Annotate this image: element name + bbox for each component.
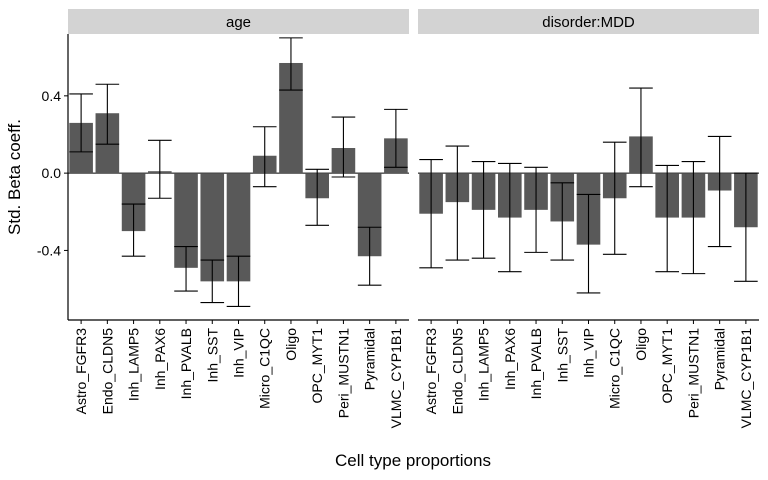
x-tick-label: VLMC_CYP1B1 xyxy=(388,328,404,429)
x-tick-label: Inh_VIP xyxy=(231,328,247,378)
x-tick-label: OPC_MYT1 xyxy=(309,328,325,404)
facet-strip-label: disorder:MDD xyxy=(542,14,635,31)
x-tick-label: Inh_PVALB xyxy=(528,328,544,399)
x-axis-label: Cell type proportions xyxy=(335,451,491,470)
x-tick-label: Oligo xyxy=(283,328,299,361)
facet-strip-label: age xyxy=(226,14,251,31)
y-tick-label: -0.4 xyxy=(37,242,61,258)
x-tick-label: Inh_PAX6 xyxy=(502,328,518,390)
bar xyxy=(357,173,382,257)
x-tick-label: Peri_MUSTN1 xyxy=(685,328,701,418)
x-tick-label: VLMC_CYP1B1 xyxy=(738,328,754,429)
x-tick-label: Astro_FGFR3 xyxy=(73,328,89,415)
bar xyxy=(174,173,198,268)
y-axis: -0.4 0.0 0.4 xyxy=(37,34,69,320)
x-tick-label: Oligo xyxy=(633,328,649,361)
x-tick-label: Inh_SST xyxy=(554,328,570,383)
facet-panels: age Astro_FGFR3 Endo_CLDN5 Inh_LAMP5 Inh_PAX… xyxy=(68,9,759,428)
x-tick-label: Micro_C1QC xyxy=(607,328,623,409)
x-tick-label: Inh_LAMP5 xyxy=(126,328,142,401)
bar xyxy=(226,173,251,282)
x-tick-label: Inh_VIP xyxy=(581,328,597,378)
x-tick-label: Endo_CLDN5 xyxy=(99,328,115,415)
facet-panel: disorder:MDD Astro_FGFR3 Endo_CLDN5 Inh_LAM… xyxy=(418,9,759,428)
y-tick-label: 0.4 xyxy=(42,88,62,104)
x-tick-label: Inh_LAMP5 xyxy=(476,328,492,401)
y-axis-label: Std. Beta coeff. xyxy=(5,119,24,235)
y-tick-label: 0.0 xyxy=(42,165,62,181)
x-tick-label: Endo_CLDN5 xyxy=(449,328,465,415)
x-tick-label: Inh_PVALB xyxy=(178,328,194,399)
x-tick-label: Peri_MUSTN1 xyxy=(335,328,351,418)
x-tick-label: Astro_FGFR3 xyxy=(423,328,439,415)
facet-panel: age Astro_FGFR3 Endo_CLDN5 Inh_LAMP5 Inh_PAX… xyxy=(68,9,409,428)
x-tick-label: OPC_MYT1 xyxy=(659,328,675,404)
x-tick-label: Inh_PAX6 xyxy=(152,328,168,390)
bar xyxy=(121,173,146,232)
bar xyxy=(200,173,225,282)
x-tick-label: Inh_SST xyxy=(204,328,220,383)
x-tick-label: Pyramidal xyxy=(712,328,728,390)
facet-strip xyxy=(68,9,409,34)
facet-strip xyxy=(418,9,759,34)
x-tick-label: Micro_C1QC xyxy=(257,328,273,409)
x-tick-label: Pyramidal xyxy=(362,328,378,390)
